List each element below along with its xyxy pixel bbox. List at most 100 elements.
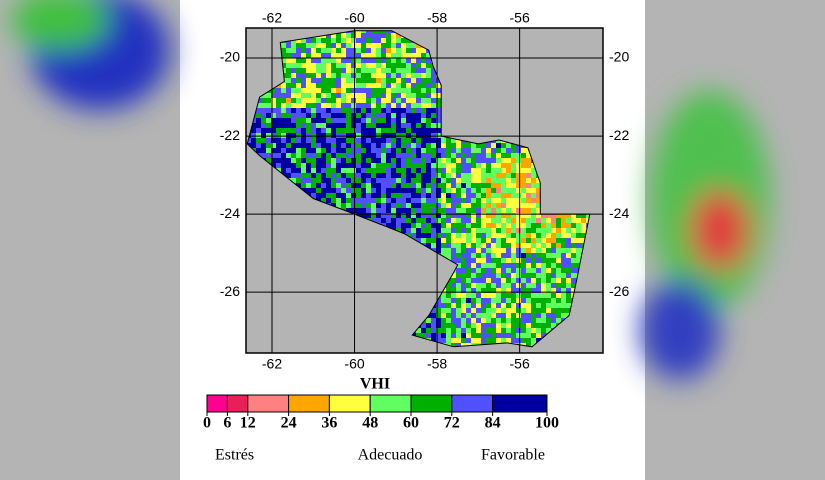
raster-cell	[481, 323, 486, 328]
raster-cell	[291, 93, 296, 98]
raster-cell	[381, 188, 386, 193]
raster-cell	[321, 68, 326, 73]
raster-cell	[491, 253, 496, 258]
raster-cell	[261, 103, 266, 108]
raster-cell	[316, 123, 321, 128]
raster-cell	[291, 78, 296, 83]
raster-cell	[466, 273, 471, 278]
raster-cell	[506, 198, 511, 203]
raster-cell	[296, 88, 301, 93]
raster-cell	[551, 248, 556, 253]
raster-cell	[331, 138, 336, 143]
raster-cell	[306, 188, 311, 193]
raster-cell	[461, 293, 466, 298]
raster-cell	[401, 148, 406, 153]
raster-cell	[446, 153, 451, 158]
raster-cell	[381, 193, 386, 198]
raster-cell	[491, 163, 496, 168]
raster-cell	[481, 283, 486, 288]
raster-cell	[481, 293, 486, 298]
raster-cell	[311, 138, 316, 143]
raster-cell	[381, 123, 386, 128]
raster-cell	[436, 83, 441, 88]
raster-cell	[451, 213, 456, 218]
raster-cell	[371, 143, 376, 148]
raster-cell	[536, 228, 541, 233]
raster-cell	[281, 143, 286, 148]
raster-cell	[576, 238, 581, 243]
raster-cell	[496, 238, 501, 243]
raster-cell	[406, 108, 411, 113]
raster-cell	[461, 223, 466, 228]
raster-cell	[311, 133, 316, 138]
raster-cell	[456, 143, 461, 148]
raster-cell	[396, 183, 401, 188]
raster-cell	[291, 68, 296, 73]
raster-cell	[551, 283, 556, 288]
raster-cell	[536, 253, 541, 258]
raster-cell	[436, 153, 441, 158]
raster-cell	[386, 158, 391, 163]
raster-cell	[331, 58, 336, 63]
raster-cell	[506, 293, 511, 298]
raster-cell	[306, 163, 311, 168]
raster-cell	[491, 173, 496, 178]
raster-cell	[506, 333, 511, 338]
blob	[10, 0, 110, 50]
raster-cell	[331, 153, 336, 158]
raster-cell	[346, 163, 351, 168]
raster-cell	[361, 58, 366, 63]
raster-cell	[521, 298, 526, 303]
raster-cell	[386, 78, 391, 83]
raster-cell	[301, 53, 306, 58]
raster-cell	[406, 148, 411, 153]
raster-cell	[366, 98, 371, 103]
raster-cell	[486, 203, 491, 208]
raster-cell	[531, 188, 536, 193]
raster-cell	[306, 128, 311, 133]
raster-cell	[376, 138, 381, 143]
raster-cell	[551, 253, 556, 258]
raster-cell	[411, 73, 416, 78]
blur-blobs	[10, 0, 770, 380]
raster-cell	[391, 108, 396, 113]
raster-cell	[441, 223, 446, 228]
raster-cell	[521, 333, 526, 338]
raster-cell	[431, 128, 436, 133]
raster-cell	[401, 163, 406, 168]
raster-cell	[506, 188, 511, 193]
raster-cell	[511, 263, 516, 268]
raster-cell	[321, 78, 326, 83]
raster-cell	[436, 138, 441, 143]
raster-cell	[421, 73, 426, 78]
raster-cell	[341, 183, 346, 188]
raster-cell	[496, 248, 501, 253]
raster-cell	[391, 163, 396, 168]
raster-cell	[271, 88, 276, 93]
raster-cell	[436, 148, 441, 153]
raster-cell	[511, 198, 516, 203]
raster-cell	[426, 208, 431, 213]
raster-cell	[536, 183, 541, 188]
raster-cell	[351, 108, 356, 113]
raster-cell	[346, 98, 351, 103]
raster-cell	[361, 83, 366, 88]
raster-cell	[331, 203, 336, 208]
raster-cell	[441, 168, 446, 173]
raster-cell	[421, 68, 426, 73]
raster-cell	[361, 68, 366, 73]
raster-cell	[431, 68, 436, 73]
raster-cell	[406, 168, 411, 173]
raster-cell	[536, 283, 541, 288]
raster-cell	[451, 188, 456, 193]
raster-cell	[511, 173, 516, 178]
raster-cell	[271, 98, 276, 103]
raster-cell	[496, 213, 501, 218]
raster-cell	[451, 303, 456, 308]
raster-cell	[466, 268, 471, 273]
raster-cell	[416, 193, 421, 198]
raster-cell	[466, 318, 471, 323]
raster-cell	[346, 63, 351, 68]
raster-cell	[556, 238, 561, 243]
raster-cell	[461, 243, 466, 248]
